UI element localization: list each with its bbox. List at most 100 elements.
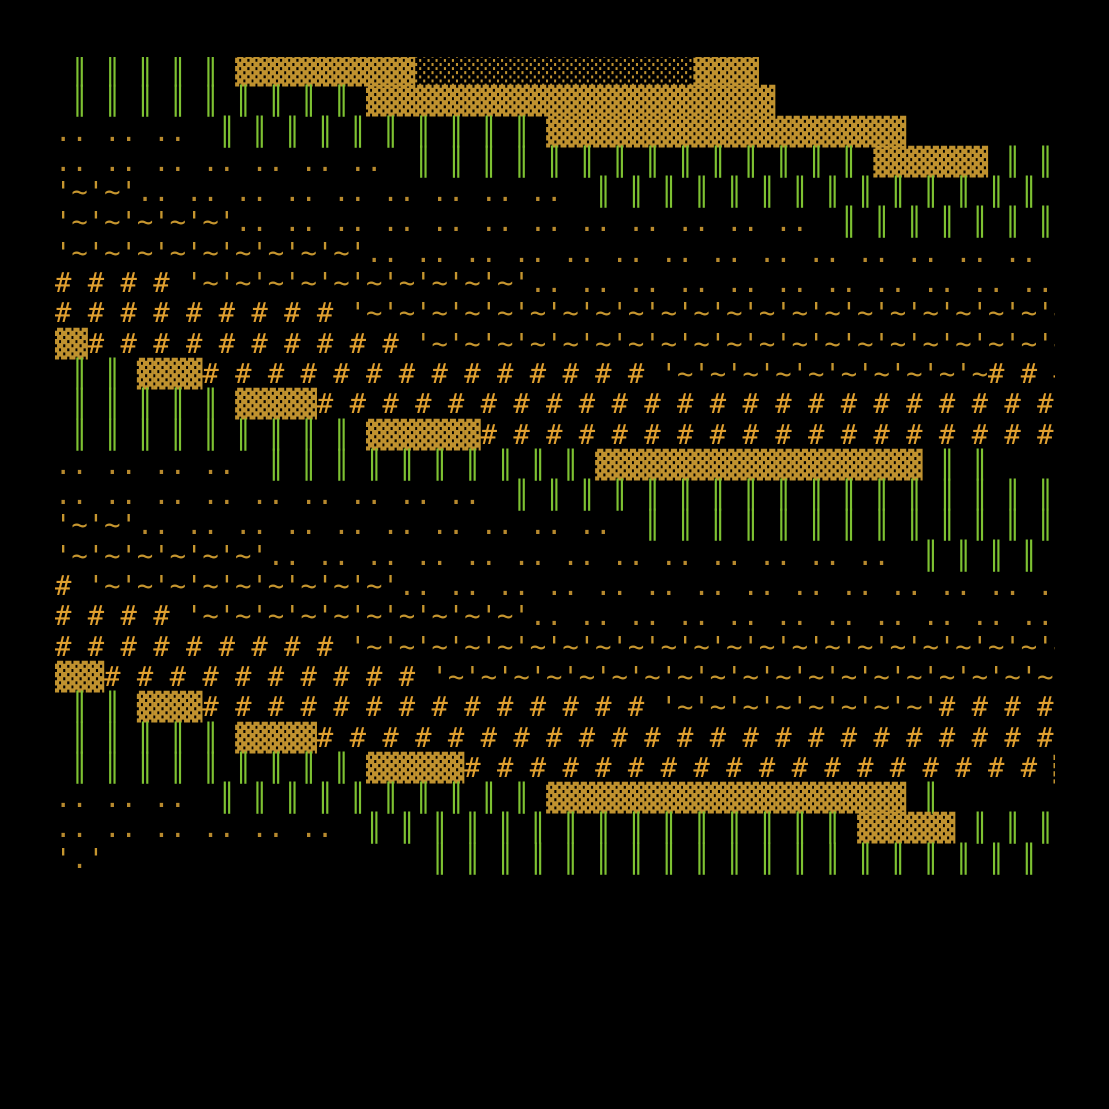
glyph-run [55,723,71,754]
glyph-run: ▓▓▓▓▓ [235,722,317,754]
glyph-run [55,692,71,723]
glyph-run: # # # # # # # # # # [104,661,432,693]
art-row: ║ ║ ║ ║ ║ ▓▓▓▓▓# # # # # # # # # # # # #… [55,722,1055,754]
glyph-run: ║ ║ ║ ║ ║ ║ ║ ║ ║ ║ ║ ║ ║ ║ ║ ║ ║ ║ ║ ║ … [513,480,1054,512]
glyph-run: ▓▓▓▓ [136,692,203,724]
art-row: .. .. .. .. ║ ║ ║ ║ ║ ║ ║ ║ ║ ║ ▓▓▓▓▓▓▓▓… [55,449,1055,481]
art-row: # '~'~'~'~'~'~'~'~'~'.. .. .. .. .. .. .… [55,571,1055,603]
glyph-run: .. .. .. .. .. .. .. .. .. .. .. .. .. .… [366,237,1055,269]
art-row: '~'~'.. .. .. .. .. .. .. .. .. .. ║ ║ ║… [55,511,1055,541]
glyph-run: ║ ║ ║ ║ ║ ║ ║ ║ ║ ║ ║ ║ ║ ║ ║ [840,207,1054,239]
glyph-run: ║ ║ ║ ║ ║ ║ ║ ║ ║ ║ ║ ║ ║ ║ ║ ║ ║ ║ ║ ║ … [595,177,1055,209]
glyph-run: ║ ║ ║ ║ ║ ║ ║ ║ ║ ║ ║ ║ ║ ║ [415,146,874,178]
glyph-run: # # # # # # # # # [55,631,350,663]
art-row: # # # # # # # # # '~'~'~'~'~'~'~'~'~'~'~… [55,631,1055,663]
glyph-run [55,359,71,390]
glyph-run: ▓▓▓▓▓▓▓▓▓▓▓▓▓▓▓▓▓▓▓▓▓▓▓▓▓ [366,86,776,118]
glyph-run: # # # # # # # [988,358,1055,390]
glyph-run: .. .. .. .. .. .. .. .. .. .. .. .. .. [267,540,923,572]
glyph-run: ║ ║ ║ ║ ║ [71,57,236,87]
glyph-run: .. .. .. .. .. .. .. [55,146,416,178]
art-row: '~'~'.. .. .. .. .. .. .. .. .. ║ ║ ║ ║ … [55,178,1055,208]
glyph-run: # # # # # # # # # [55,298,350,330]
glyph-run: '~'~'~'~'~'~'~'~'~'~' [185,601,530,633]
glyph-run: '~'~'~'~'~'~'~'~'~'~'~'~'~'~'~'~'~'~'~'~… [349,298,1055,330]
art-row: ║ ║ ║ ║ ║ ║ ║ ║ ║ ▓▓▓▓▓▓# # # # # # # # … [55,752,1056,784]
glyph-run: ║ ║ ║ ║ ║ ║ ║ ║ ║ [71,419,367,451]
glyph-run: # # # # # # # # # # # # # # # # # # [480,419,1055,451]
glyph-run: ║ ║ ║ ║ ║ ║ ║ ║ ║ ║ ║ [922,540,1055,572]
art-row: '.' ║ ║ ║ ║ ║ ║ ║ ║ ║ ║ ║ ║ ║ ║ ║ ║ ║ ║ … [55,843,1055,875]
glyph-run: # # # # # # # # # # # # # # # # # # # # … [316,722,1054,754]
glyph-run: .. .. .. .. .. .. .. .. .. .. .. .. .. .… [398,571,1055,603]
glyph-run: # # # # # # # # # # # # # # [202,358,661,390]
glyph-run: ▓▓▓▓▓ [235,389,317,421]
glyph-run [55,86,71,117]
glyph-run: ▓▓▓▓▓▓▓▓▓▓▓░░░░░░░░░░░░░░░░░▓▓▓▓ [235,57,759,87]
glyph-run: ▓▓▓▓▓▓ [366,752,465,784]
art-row: ║ ║ ▓▓▓▓# # # # # # # # # # # # # # '~'~… [55,693,1055,723]
glyph-run: # # # # # # # # # # # # # # # # # # [464,752,1054,784]
glyph-run: '~'~'~'~'~'~' [55,540,268,572]
glyph-run: ║ ║ [938,449,989,481]
glyph-run: ▓▓▓▓▓▓▓ [366,419,481,451]
glyph-run: .. .. .. .. .. .. .. .. .. .. .. .. [235,207,841,239]
glyph-run: .. .. .. .. [55,449,268,481]
glyph-run: '~'~' [55,177,137,209]
art-row: ║ ║ ║ ║ ║ ║ ║ ║ ║ ▓▓▓▓▓▓▓▓▓▓▓▓▓▓▓▓▓▓▓▓▓▓… [55,87,1055,117]
glyph-run [55,57,71,87]
glyph-run: ▓▓▓▓ [1054,753,1056,784]
glyph-run: '~'~'~'~'~'~'~'~'~'~'~'~'~'~'~'~'~'~'~'~… [349,631,1055,663]
art-row: ▓▓# # # # # # # # # # '~'~'~'~'~'~'~'~'~… [55,328,1055,360]
glyph-run: .. .. .. .. .. .. [55,813,366,845]
glyph-run: ▓▓▓ [55,661,105,693]
art-row: .. .. .. .. .. .. ║ ║ ║ ║ ║ ║ ║ ║ ║ ║ ║ … [55,814,1055,844]
glyph-run: ║ ║ ║ ║ ║ ║ ║ ║ ║ ║ ║ ║ ║ ║ ║ [366,813,858,845]
glyph-run: .. .. .. .. .. .. .. .. .. [55,480,514,512]
glyph-run: # [55,571,88,603]
art-row: ║ ║ ▓▓▓▓# # # # # # # # # # # # # # '~'~… [55,358,1055,390]
glyph-run: .. .. .. .. .. .. .. .. .. [136,177,596,209]
glyph-run: ║ ║ ║ ║ ║ ║ ║ ║ ║ ║ [267,449,596,481]
glyph-run: ║ ║ ║ ║ ║ ║ ║ ║ ║ ║ ║ ║ ║ ║ ║ ║ ║ ║ ║ ║ … [431,843,1055,875]
glyph-run: ▓▓▓▓▓▓▓▓▓▓▓▓▓▓▓▓▓▓▓▓ [595,449,939,481]
glyph-run: # # # # # # # # # # [87,328,416,360]
glyph-run [55,389,71,420]
art-row: .. .. .. ║ ║ ║ ║ ║ ║ ║ ║ ║ ║ ▓▓▓▓▓▓▓▓▓▓▓… [55,116,1055,148]
art-row: # # # # '~'~'~'~'~'~'~'~'~'~'.. .. .. ..… [55,268,1055,300]
glyph-run: .. .. .. .. .. .. .. .. .. .. .. .. .. .… [529,601,1054,633]
art-row: .. .. .. .. .. .. .. ║ ║ ║ ║ ║ ║ ║ ║ ║ ║… [55,146,1055,178]
glyph-run: ║ ║ ║ ║ ║ ║ ║ ║ ║ [71,752,367,784]
glyph-run: # # # # # # # # # # # # # # # # # # # # … [316,389,1054,421]
glyph-run: '~'~' [55,510,137,542]
glyph-run: ' [87,843,432,875]
glyph-run: # # # # [55,268,186,300]
glyph-run: ║ ║ ║ ║ ║ [71,722,236,754]
art-row: # # # # '~'~'~'~'~'~'~'~'~'~'.. .. .. ..… [55,602,1055,632]
glyph-run: # # # # [55,601,186,633]
glyph-run [55,753,71,784]
glyph-run: '~'~'~'~'~' [55,207,236,239]
art-row: ║ ║ ║ ║ ║ ▓▓▓▓▓# # # # # # # # # # # # #… [55,390,1055,420]
glyph-run: '~'~'~'~'~'~'~'~'~'~ [660,358,989,390]
art-row: ▓▓▓# # # # # # # # # # '~'~'~'~'~'~'~'~'… [55,661,1055,693]
glyph-run: ║ ║ [71,358,137,390]
glyph-run: ▓▓▓▓▓▓▓▓▓▓▓▓▓▓▓▓▓▓▓▓▓▓ [546,116,907,148]
glyph-run: ▓▓▓▓▓▓▓ [873,146,1005,178]
art-row: ║ ║ ║ ║ ║ ║ ║ ║ ║ ▓▓▓▓▓▓▓# # # # # # # #… [55,419,1055,451]
glyph-run: ▓▓ [55,328,88,360]
glyph-run [55,420,71,451]
glyph-run: ║ ║ [71,692,137,724]
glyph-run: # # # # # # # # # [938,692,1054,724]
glyph-run: .. .. .. [55,783,219,815]
glyph-run: '~'~'~'~'~'~'~'~'~'~'~'~'~'~'~'~'~'~'~'~… [415,328,1055,360]
glyph-run: '~'~'~'~'~'~'~'~'~'~'~'~'~'~'~'~'~'~'~'~… [431,661,1055,693]
art-row: '~'~'~'~'~'.. .. .. .. .. .. .. .. .. ..… [55,208,1055,238]
glyph-run: .. .. .. .. .. .. .. .. .. .. .. .. .. .… [529,268,1054,300]
glyph-run: ║ ║ ║ ║ ║ [71,389,236,421]
glyph-run: '~'~'~'~'~'~'~'~'~'~' [185,268,530,300]
glyph-run: ║ ║ ║ ║ ║ ║ ║ ║ ║ ║ [218,116,547,148]
glyph-run: # # # # # # # # # # # # # # [202,692,661,724]
glyph-run: ║ [922,783,939,815]
glyph-run: ▓▓▓▓▓▓▓▓▓▓▓▓▓▓▓▓▓▓▓▓▓▓ [546,783,923,815]
